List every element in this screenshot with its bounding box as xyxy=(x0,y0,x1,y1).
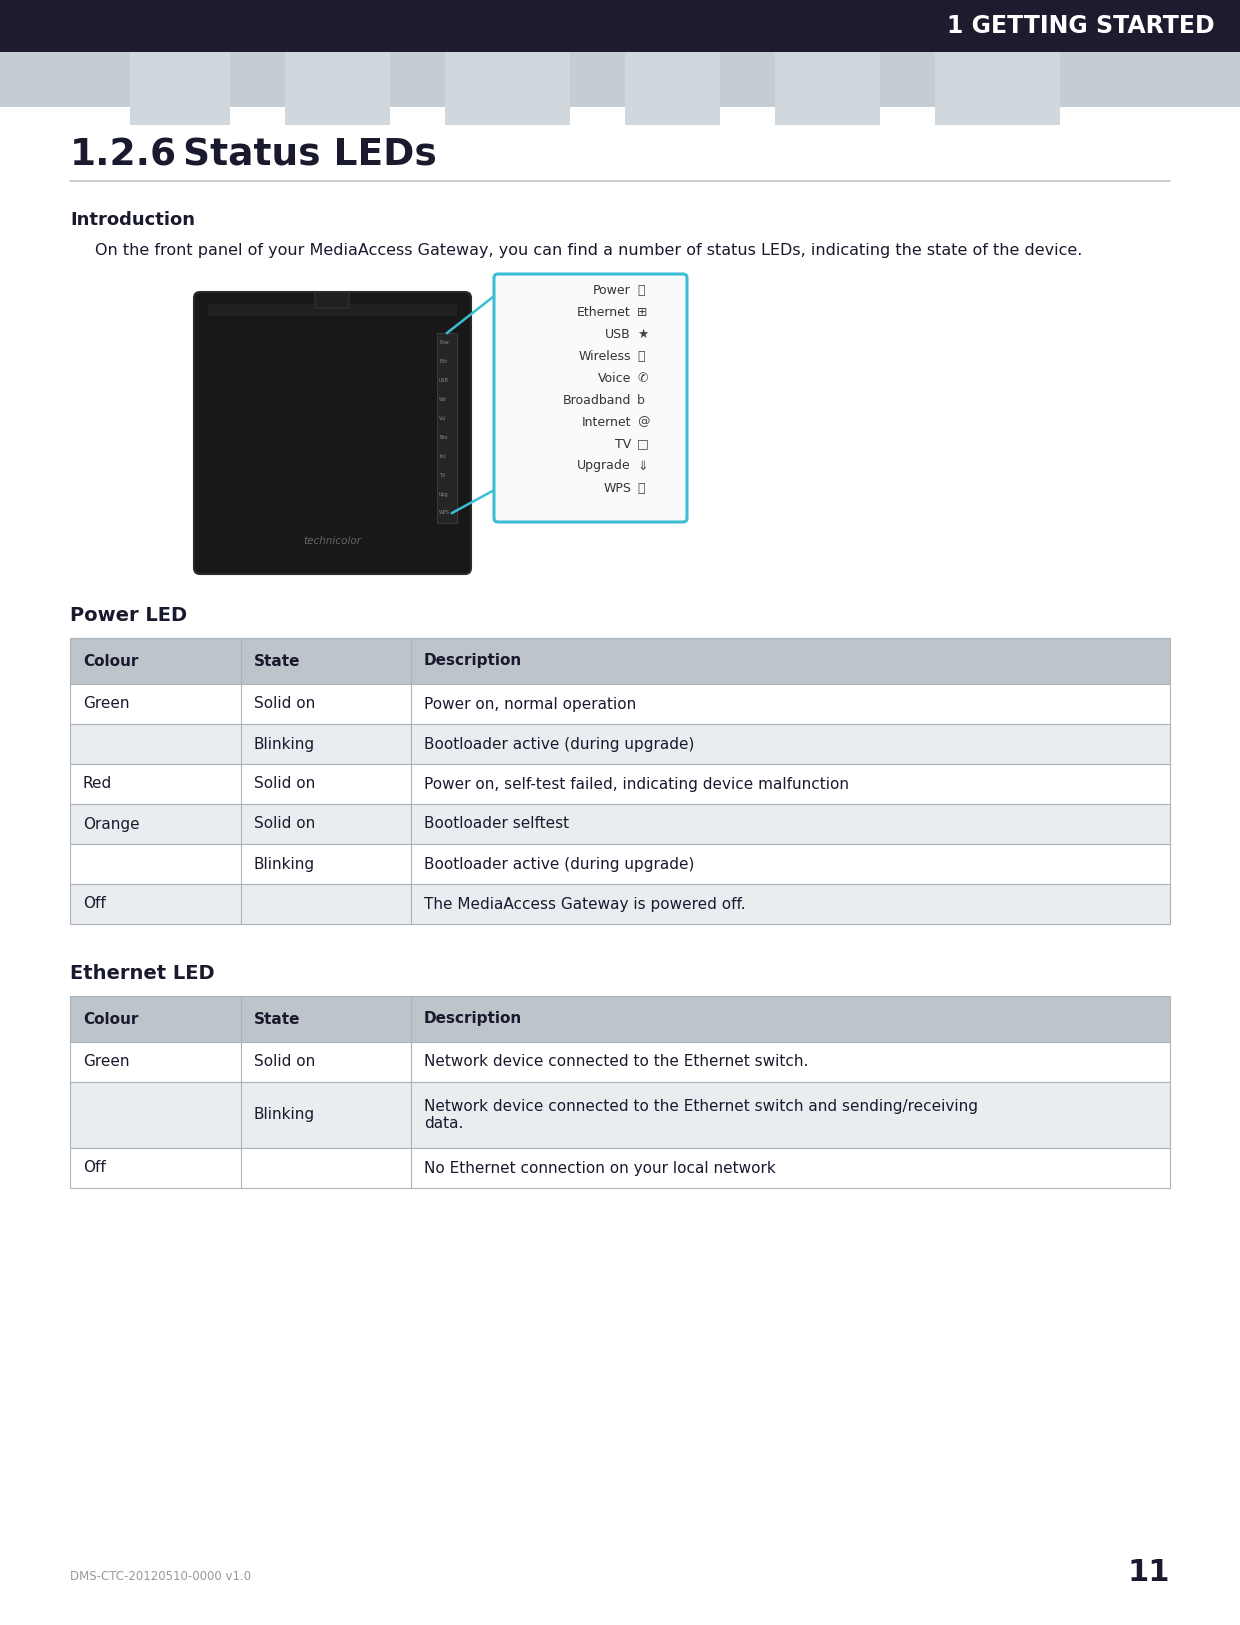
Text: b: b xyxy=(637,393,645,406)
Text: Introduction: Introduction xyxy=(69,211,195,229)
Text: Upgrade: Upgrade xyxy=(578,460,631,473)
Bar xyxy=(0,0,1240,52)
Text: WPS: WPS xyxy=(439,510,450,515)
Text: 11: 11 xyxy=(1127,1558,1171,1588)
Text: Bro: Bro xyxy=(439,436,448,440)
Text: Voi: Voi xyxy=(439,416,446,421)
FancyBboxPatch shape xyxy=(494,275,687,522)
Bar xyxy=(69,804,1171,843)
Text: Voice: Voice xyxy=(598,372,631,385)
Text: Blinking: Blinking xyxy=(253,1108,315,1123)
Bar xyxy=(208,304,458,315)
Text: Network device connected to the Ethernet switch.: Network device connected to the Ethernet… xyxy=(424,1055,808,1069)
Text: □: □ xyxy=(637,437,649,450)
Bar xyxy=(69,996,1171,1042)
Text: ⊞: ⊞ xyxy=(637,306,647,318)
Bar xyxy=(69,1042,1171,1082)
Text: On the front panel of your MediaAccess Gateway, you can find a number of status : On the front panel of your MediaAccess G… xyxy=(95,244,1083,258)
Text: Broadband: Broadband xyxy=(563,393,631,406)
Text: 1 GETTING STARTED: 1 GETTING STARTED xyxy=(947,15,1215,37)
Text: No Ethernet connection on your local network: No Ethernet connection on your local net… xyxy=(424,1160,776,1175)
Text: Bootloader active (during upgrade): Bootloader active (during upgrade) xyxy=(424,856,694,871)
Text: ★: ★ xyxy=(637,328,649,341)
Text: Wireless: Wireless xyxy=(579,349,631,362)
Bar xyxy=(69,843,1171,884)
Text: Internet: Internet xyxy=(582,416,631,429)
Text: Red: Red xyxy=(83,777,113,791)
Text: Description: Description xyxy=(424,653,522,668)
FancyBboxPatch shape xyxy=(193,292,471,574)
Bar xyxy=(436,333,458,523)
Text: The MediaAccess Gateway is powered off.: The MediaAccess Gateway is powered off. xyxy=(424,897,745,912)
Text: 1.2.6: 1.2.6 xyxy=(69,136,177,172)
Text: Eth: Eth xyxy=(439,359,448,364)
Bar xyxy=(935,52,1060,125)
Text: Upg: Upg xyxy=(439,492,449,497)
Text: Solid on: Solid on xyxy=(253,777,315,791)
Text: ⇓: ⇓ xyxy=(637,460,647,473)
FancyBboxPatch shape xyxy=(315,292,348,309)
Bar xyxy=(445,52,570,125)
Text: technicolor: technicolor xyxy=(304,536,362,546)
Text: Blinking: Blinking xyxy=(253,736,315,751)
Text: Status LEDs: Status LEDs xyxy=(157,136,436,172)
Text: Colour: Colour xyxy=(83,1011,139,1027)
Text: Pow: Pow xyxy=(439,341,449,346)
Bar xyxy=(69,684,1171,725)
Text: USB: USB xyxy=(439,379,449,383)
Bar xyxy=(0,52,1240,107)
Text: TV: TV xyxy=(615,437,631,450)
Text: Power: Power xyxy=(593,283,631,296)
Text: ⏻: ⏻ xyxy=(637,283,645,296)
Bar xyxy=(69,884,1171,925)
Bar xyxy=(69,1082,1171,1147)
Text: DMS-CTC-20120510-0000 v1.0: DMS-CTC-20120510-0000 v1.0 xyxy=(69,1570,252,1583)
Bar xyxy=(0,52,130,107)
Text: Power LED: Power LED xyxy=(69,606,187,626)
Text: Solid on: Solid on xyxy=(253,816,315,832)
Text: TV: TV xyxy=(439,473,445,478)
Text: WPS: WPS xyxy=(603,481,631,494)
Text: Orange: Orange xyxy=(83,816,140,832)
Text: Bootloader active (during upgrade): Bootloader active (during upgrade) xyxy=(424,736,694,751)
Text: Colour: Colour xyxy=(83,653,139,668)
Text: Solid on: Solid on xyxy=(253,1055,315,1069)
Text: Off: Off xyxy=(83,1160,105,1175)
Text: Off: Off xyxy=(83,897,105,912)
Text: Network device connected to the Ethernet switch and sending/receiving
data.: Network device connected to the Ethernet… xyxy=(424,1098,978,1131)
Text: State: State xyxy=(253,1011,300,1027)
Text: Bootloader selftest: Bootloader selftest xyxy=(424,816,569,832)
Bar xyxy=(69,764,1171,804)
Bar xyxy=(625,52,720,125)
Text: @: @ xyxy=(637,416,650,429)
Text: ✆: ✆ xyxy=(637,372,647,385)
Text: Description: Description xyxy=(424,1011,522,1027)
Text: ⦾: ⦾ xyxy=(637,349,645,362)
Text: Power on, self-test failed, indicating device malfunction: Power on, self-test failed, indicating d… xyxy=(424,777,849,791)
Bar xyxy=(69,639,1171,684)
Bar xyxy=(775,52,880,125)
Bar xyxy=(69,725,1171,764)
Text: Blinking: Blinking xyxy=(253,856,315,871)
Text: ⌖: ⌖ xyxy=(637,481,645,494)
Text: Power on, normal operation: Power on, normal operation xyxy=(424,697,636,712)
Text: Green: Green xyxy=(83,1055,129,1069)
Text: Wir: Wir xyxy=(439,396,448,401)
Text: USB: USB xyxy=(605,328,631,341)
Text: Ethernet: Ethernet xyxy=(578,306,631,318)
Text: Ethernet LED: Ethernet LED xyxy=(69,964,215,983)
Text: Green: Green xyxy=(83,697,129,712)
Text: Int: Int xyxy=(439,453,445,458)
Bar xyxy=(285,52,391,125)
Text: Solid on: Solid on xyxy=(253,697,315,712)
Bar xyxy=(69,1147,1171,1188)
Bar xyxy=(130,52,229,125)
Text: State: State xyxy=(253,653,300,668)
